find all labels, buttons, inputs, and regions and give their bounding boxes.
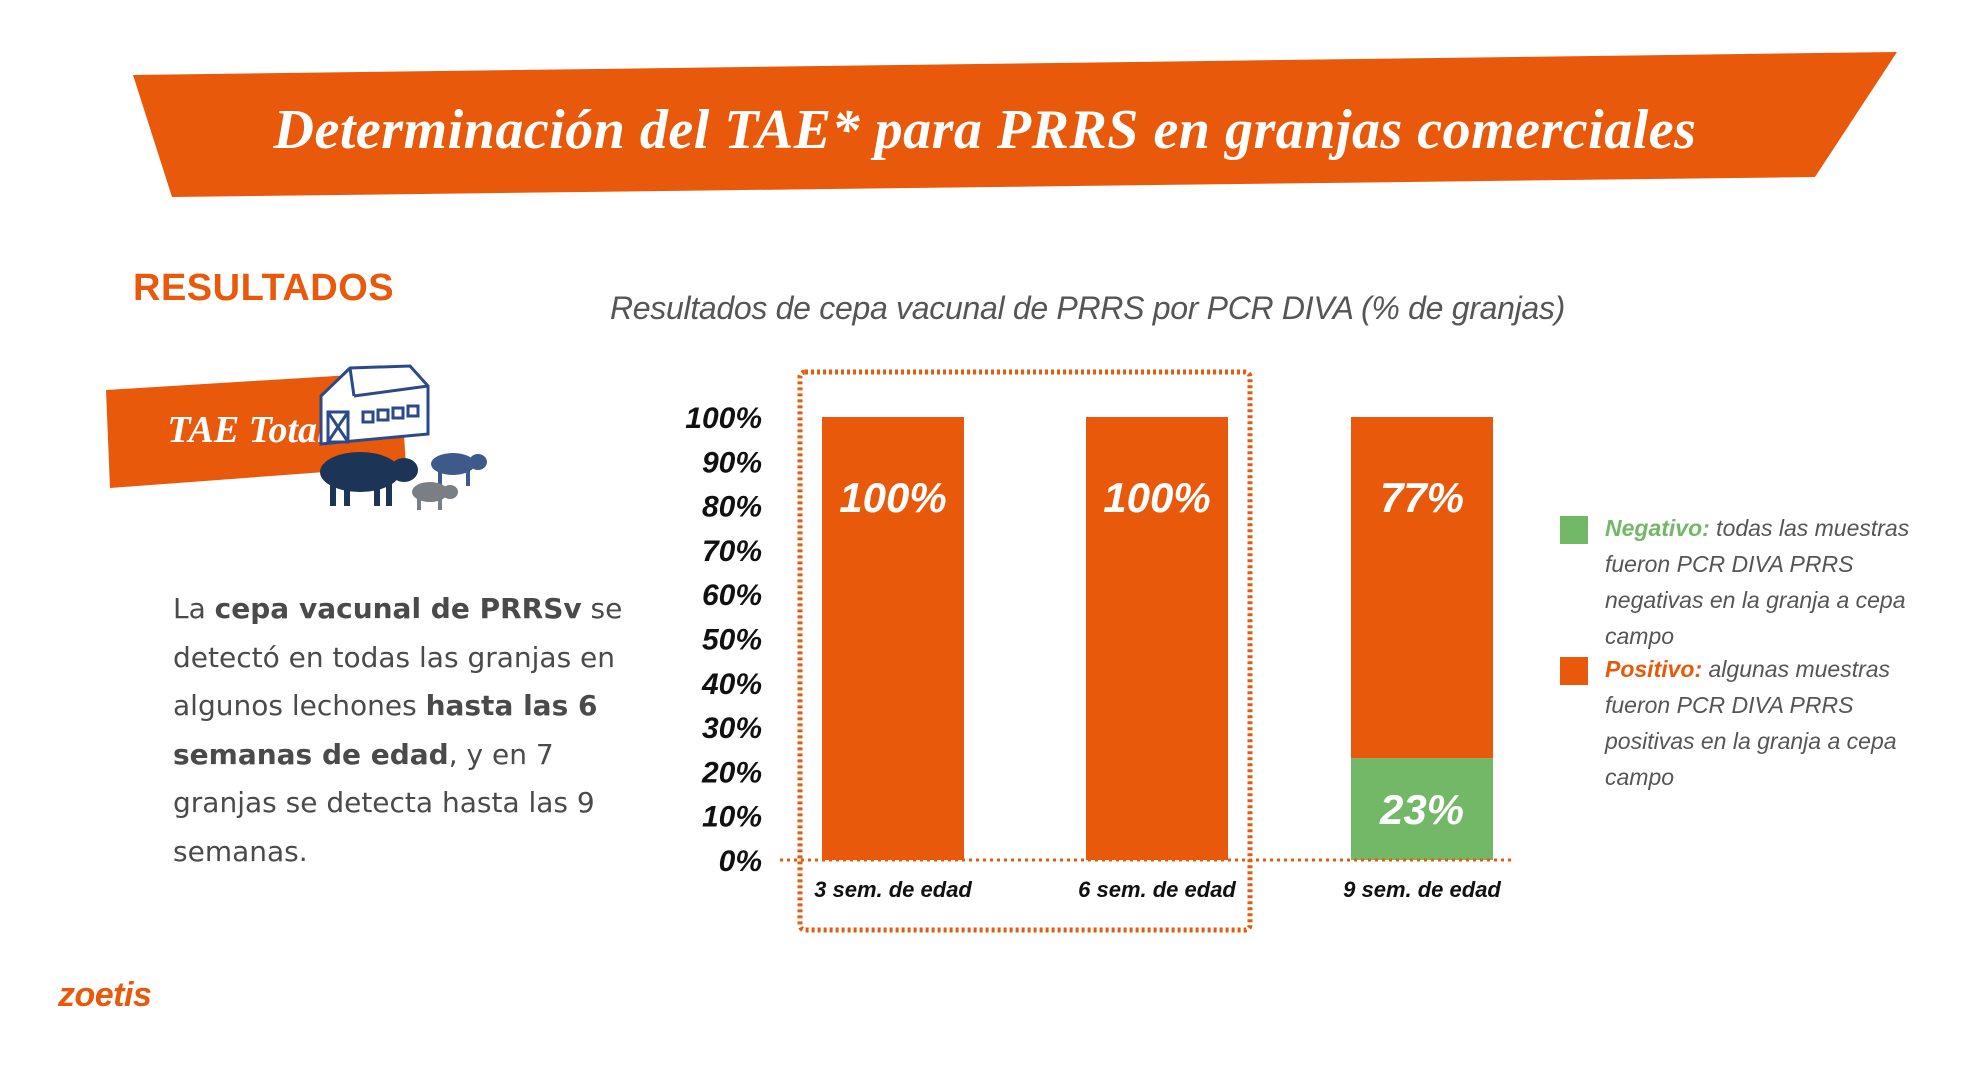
y-tick-label: 70% [702,535,762,568]
tag-label: TAE Total [167,409,328,451]
legend-text-negative: Negativo: todas las muestras fueron PCR … [1605,510,1920,654]
y-tick-label: 10% [702,801,762,834]
section-title: RESULTADOS [133,267,395,309]
barn-icon [319,364,430,446]
highlight-frame [797,369,1253,933]
bar-negativo [1351,758,1493,860]
zoetis-logo: zoetis [58,976,152,1014]
bar-positivo [822,417,964,860]
body-text-part: se detectó en todas las granjas en algun… [173,592,623,722]
y-tick-label: 20% [701,756,762,789]
legend-swatch-negative [1560,516,1588,544]
legend-description-positive: algunas muestras fueron PCR DIVA PRRS po… [1605,656,1897,790]
y-tick-label: 40% [701,668,762,701]
y-tick-label: 90% [702,446,762,479]
legend-label-positive: Positivo: [1605,656,1703,682]
legend-description-negative: todas las muestras fueron PCR DIVA PRRS … [1605,515,1910,649]
chart-title: Resultados de cepa vacunal de PRRS por P… [610,290,1565,326]
bar-value-label: 23% [1379,786,1464,833]
results-description: La cepa vacunal de PRRSv se detectó en t… [173,585,643,876]
pig-icon [320,452,418,506]
y-tick-label: 50% [702,624,762,657]
body-text-part-bold: hasta las 6 semanas de edad [173,689,598,771]
legend-label-negative: Negativo: [1605,515,1710,541]
body-text-part: La [173,592,215,625]
bar-positivo [1086,417,1228,860]
y-tick-label: 60% [702,579,762,612]
page-title: Determinación del TAE* para PRRS en gran… [273,99,1697,161]
y-tick-label: 30% [702,712,762,745]
x-category-label: 6 sem. de edad [1078,877,1236,902]
piglet-icon [412,453,487,510]
body-text-part: , y en 7 granjas se detecta hasta las 9 … [173,737,595,868]
farm-illustration [319,364,487,510]
bar-value-label: 100% [1103,474,1210,521]
y-tick-label: 80% [702,491,762,524]
x-category-label: 3 sem. de edad [814,877,972,902]
legend-text-positive: Positivo: algunas muestras fueron PCR DI… [1605,651,1920,795]
bar-value-label: 77% [1380,474,1464,521]
x-category-label: 9 sem. de edad [1343,877,1501,902]
body-text-part-bold: cepa vacunal de PRRSv [214,592,582,625]
y-tick-label: 0% [719,845,762,878]
bar-positivo [1351,417,1493,759]
bar-value-label: 100% [839,474,946,521]
y-tick-label: 100% [685,402,762,435]
title-banner [133,52,1897,197]
legend-swatch-positive [1560,657,1588,685]
